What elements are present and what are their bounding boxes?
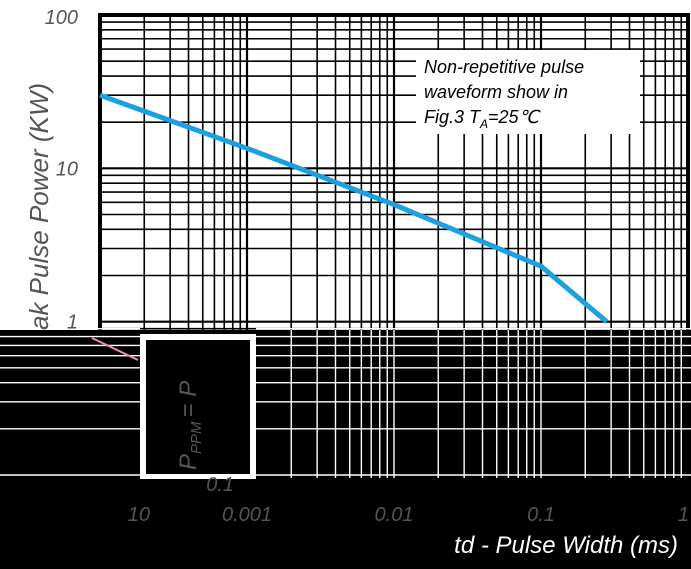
annotation-line-3: Fig.3 TA=25℃ — [424, 107, 541, 131]
y-axis-label: ak Pulse Power (KW) — [24, 83, 54, 330]
y-symbol-rest: = P — [175, 381, 202, 418]
y-tick-label: 1 — [67, 312, 78, 334]
x-tick-label: 10 — [128, 504, 150, 526]
x-axis-label: td - Pulse Width (ms) — [454, 532, 678, 559]
annotation-line-3-sub: A — [479, 117, 488, 131]
annotation-line-3-pre: Fig.3 T — [424, 107, 482, 127]
annotation-line-3-post: =25℃ — [488, 107, 541, 127]
y-symbol-p: P — [175, 454, 202, 470]
pink-stroke — [91, 337, 139, 361]
x-tick-label: 0.1 — [527, 504, 555, 526]
x-tick-label: 0.01 — [375, 504, 414, 526]
y-tick-label: 10 — [56, 158, 78, 180]
annotation-line-1: Non-repetitive pulse — [424, 57, 584, 77]
annotation-line-2: waveform show in — [424, 82, 568, 102]
tick-labels: 0.1 1 10 100 10 0.001 0.01 0.1 1 — [45, 7, 689, 526]
series-line — [99, 92, 609, 324]
notch-block — [146, 340, 250, 474]
lower-band-bottom — [0, 478, 691, 569]
y-tick-label: 0.1 — [206, 474, 234, 496]
annotation-box — [416, 50, 640, 134]
x-tick-label: 0.001 — [222, 504, 272, 526]
y-tick-label: 100 — [45, 7, 78, 29]
y-symbol-sub: PPM — [188, 421, 205, 454]
lower-band-grid — [0, 327, 691, 478]
x-tick-label: 1 — [678, 504, 689, 526]
y-axis-symbol: PPPM = P — [175, 381, 205, 470]
